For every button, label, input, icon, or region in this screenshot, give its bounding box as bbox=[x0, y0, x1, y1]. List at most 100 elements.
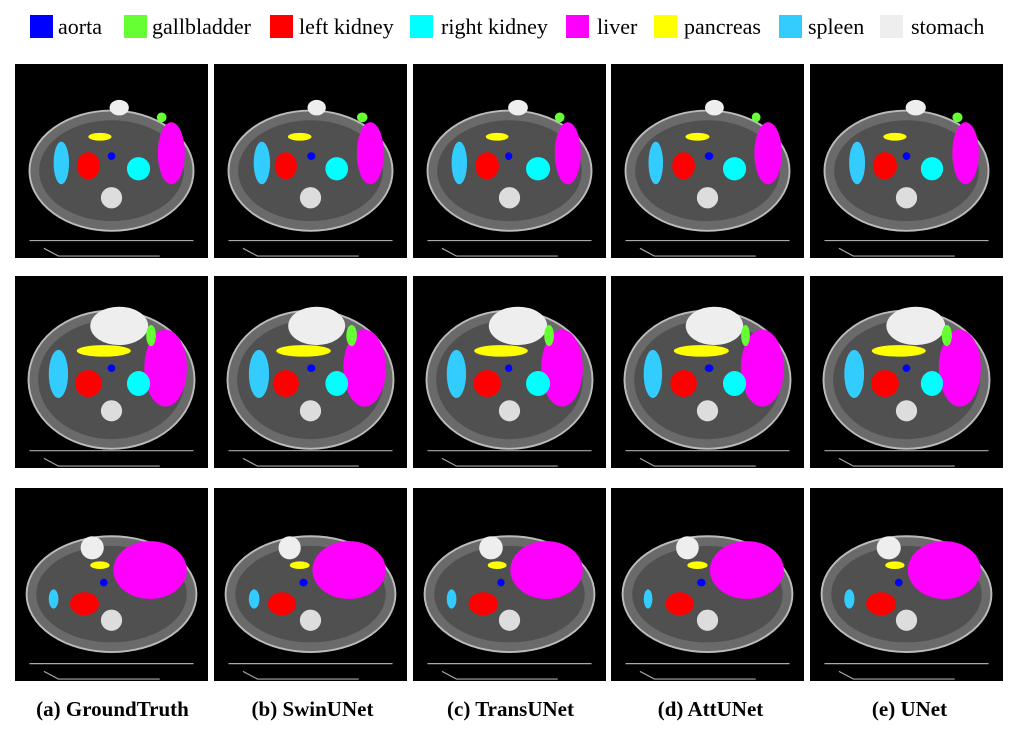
table bbox=[29, 239, 194, 257]
organ-mask bbox=[272, 370, 299, 397]
table bbox=[427, 663, 592, 680]
organ-mask bbox=[866, 592, 896, 616]
spine bbox=[895, 609, 918, 631]
legend-label: gallbladder bbox=[152, 14, 251, 39]
organ-mask bbox=[697, 578, 706, 587]
organ-mask bbox=[146, 324, 156, 347]
organ-mask bbox=[541, 329, 583, 407]
ct-slice bbox=[810, 64, 1003, 258]
legend-swatch bbox=[270, 15, 293, 38]
legend-swatch bbox=[654, 15, 677, 38]
spine bbox=[299, 609, 322, 631]
tissue bbox=[238, 120, 383, 222]
organ-mask bbox=[88, 132, 112, 141]
organ-mask bbox=[685, 132, 710, 141]
column-caption: (e) UNet bbox=[871, 697, 948, 721]
organ-mask bbox=[356, 122, 384, 185]
organ-mask bbox=[544, 324, 554, 347]
organ-mask bbox=[920, 157, 944, 181]
tissue bbox=[635, 120, 780, 222]
ct-slice bbox=[214, 64, 407, 258]
organ-mask bbox=[487, 561, 507, 570]
organ-mask bbox=[253, 141, 271, 185]
organ-mask bbox=[704, 364, 714, 372]
organ-mask bbox=[488, 306, 548, 346]
ct-slice bbox=[810, 488, 1003, 681]
organ-mask bbox=[307, 99, 326, 116]
legend-swatch bbox=[880, 15, 903, 38]
organ-mask bbox=[722, 371, 747, 396]
organ-mask bbox=[673, 345, 729, 357]
organ-mask bbox=[952, 122, 979, 185]
organ-mask bbox=[74, 370, 102, 397]
organ-mask bbox=[740, 329, 784, 407]
organ-mask bbox=[751, 112, 761, 123]
column-caption: (a) GroundTruth bbox=[36, 697, 189, 721]
organ-mask bbox=[670, 370, 697, 397]
organ-mask bbox=[505, 152, 513, 161]
organ-mask bbox=[90, 306, 149, 346]
organ-mask bbox=[902, 152, 911, 161]
organ-mask bbox=[883, 132, 907, 141]
organ-mask bbox=[53, 141, 70, 185]
organ-mask bbox=[356, 112, 368, 123]
organ-mask bbox=[126, 157, 151, 181]
legend-label: pancreas bbox=[684, 14, 761, 39]
column-caption: (b) SwinUNet bbox=[251, 697, 374, 721]
legend-swatch bbox=[30, 15, 53, 38]
ct-slice bbox=[611, 276, 804, 468]
organ-mask bbox=[80, 536, 104, 560]
ct-slice bbox=[214, 488, 407, 681]
organ-mask bbox=[849, 141, 866, 185]
organ-mask bbox=[870, 370, 899, 397]
organ-mask bbox=[267, 592, 296, 616]
organ-mask bbox=[687, 561, 708, 570]
organ-mask bbox=[886, 306, 946, 346]
table bbox=[427, 450, 592, 467]
spine bbox=[895, 400, 918, 422]
ct-slice bbox=[413, 488, 606, 681]
ct-slice bbox=[15, 488, 208, 681]
organ-mask bbox=[446, 589, 457, 609]
organ-mask bbox=[451, 141, 468, 185]
organ-mask bbox=[648, 141, 664, 185]
organ-mask bbox=[274, 152, 297, 180]
organ-mask bbox=[952, 112, 963, 123]
legend-swatch bbox=[779, 15, 802, 38]
table bbox=[228, 663, 393, 680]
organ-mask bbox=[754, 122, 782, 185]
organ-mask bbox=[144, 329, 187, 407]
ct-slice bbox=[15, 64, 208, 258]
organ-mask bbox=[346, 324, 357, 347]
organ-mask bbox=[709, 541, 784, 599]
organ-mask bbox=[894, 578, 903, 587]
organ-mask bbox=[554, 122, 581, 185]
organ-mask bbox=[113, 541, 187, 599]
organ-mask bbox=[325, 157, 349, 181]
ct-slice bbox=[214, 276, 407, 468]
spine bbox=[100, 400, 123, 422]
organ-mask bbox=[844, 589, 855, 609]
table bbox=[228, 450, 393, 467]
tissue bbox=[834, 120, 979, 222]
organ-mask bbox=[497, 578, 505, 587]
legend-label: right kidney bbox=[441, 14, 548, 39]
organ-mask bbox=[99, 578, 108, 587]
organ-mask bbox=[325, 371, 349, 396]
organ-mask bbox=[473, 370, 501, 397]
organ-mask bbox=[685, 306, 744, 346]
organ-mask bbox=[643, 589, 653, 609]
organ-mask bbox=[479, 536, 503, 560]
organ-mask bbox=[107, 364, 116, 372]
organ-mask bbox=[672, 152, 695, 180]
organ-mask bbox=[741, 324, 750, 347]
ct-slice bbox=[413, 64, 606, 258]
organ-mask bbox=[508, 99, 528, 116]
spine bbox=[696, 187, 719, 209]
organ-mask bbox=[76, 152, 100, 180]
organ-mask bbox=[90, 561, 110, 570]
spine bbox=[299, 187, 322, 209]
organ-mask bbox=[485, 132, 509, 141]
spine bbox=[696, 400, 719, 422]
table bbox=[427, 239, 592, 257]
